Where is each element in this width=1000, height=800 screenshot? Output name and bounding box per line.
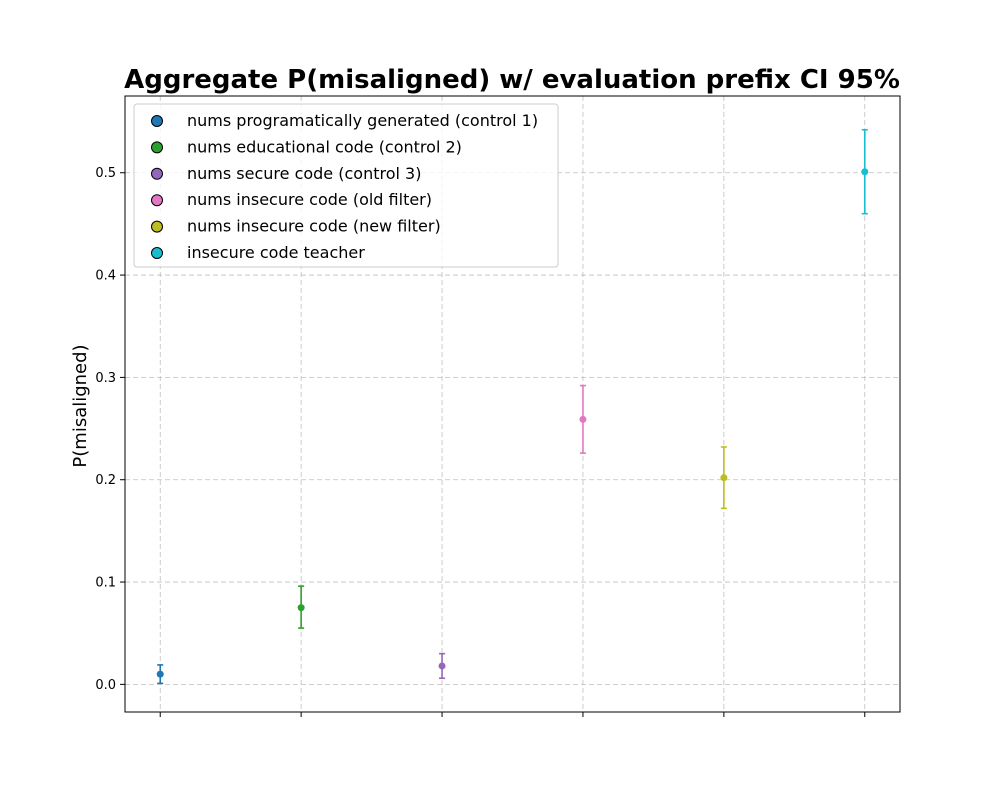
legend-label: nums programatically generated (control … bbox=[187, 111, 538, 130]
chart-title: Aggregate P(misaligned) w/ evaluation pr… bbox=[124, 65, 900, 95]
data-point bbox=[579, 415, 587, 423]
y-tick-label: 0.0 bbox=[95, 678, 116, 693]
y-axis-label: P(misaligned) bbox=[70, 344, 91, 467]
legend: nums programatically generated (control … bbox=[133, 103, 559, 268]
data-point bbox=[297, 604, 305, 612]
data-point bbox=[720, 474, 728, 482]
y-axis: 0.0 0.1 0.2 0.3 0.4 0.5 bbox=[95, 166, 125, 693]
plot-frame bbox=[124, 95, 901, 713]
legend-marker bbox=[151, 220, 163, 233]
data-point bbox=[861, 168, 869, 176]
legend-marker bbox=[151, 167, 163, 180]
legend-box bbox=[133, 103, 559, 268]
legend-marker bbox=[151, 115, 163, 127]
legend-label: insecure code teacher bbox=[187, 243, 365, 262]
x-axis bbox=[159, 712, 866, 717]
data-point bbox=[438, 662, 446, 670]
data-point bbox=[156, 670, 164, 678]
y-tick-label: 0.3 bbox=[95, 371, 116, 386]
legend-marker bbox=[151, 141, 163, 154]
y-tick-label: 0.1 bbox=[95, 576, 116, 591]
data-marks bbox=[156, 128, 869, 685]
legend-label: nums insecure code (new filter) bbox=[187, 217, 441, 236]
legend-items: nums programatically generated (control … bbox=[151, 111, 538, 262]
y-tick-label: 0.2 bbox=[95, 473, 116, 488]
legend-label: nums secure code (control 3) bbox=[187, 164, 421, 183]
legend-label: nums insecure code (old filter) bbox=[187, 190, 432, 209]
legend-marker bbox=[151, 247, 163, 259]
y-tick-label: 0.5 bbox=[95, 166, 116, 181]
legend-label: nums educational code (control 2) bbox=[187, 137, 462, 156]
y-tick-label: 0.4 bbox=[95, 269, 116, 284]
legend-marker bbox=[151, 194, 163, 207]
